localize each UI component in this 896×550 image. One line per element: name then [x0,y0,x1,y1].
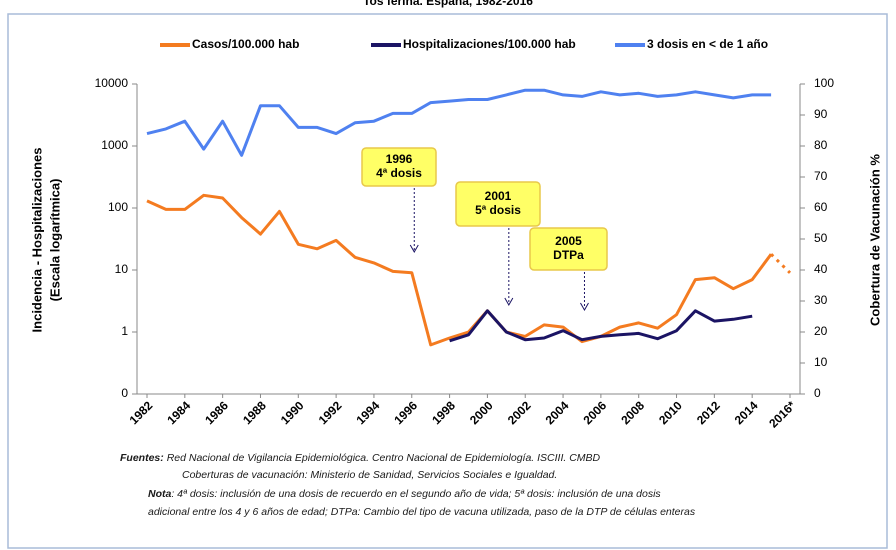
annotation-text: 4ª dosis [376,166,422,180]
footer-text: Nota: 4ª dosis: inclusión de una dosis d… [148,488,661,500]
frame [7,13,888,549]
y2-tick-label: 10 [814,355,828,369]
y2-tick-label: 0 [814,386,821,400]
series-line [146,88,772,157]
y2-tick-label: 60 [814,200,828,214]
y2-tick-label: 30 [814,293,828,307]
y2-tick-label: 80 [814,138,828,152]
legend-label: Hospitalizaciones/100.000 hab [403,37,576,51]
note: : 4ª dosis: inclusión de una dosis de re… [171,488,661,500]
y-tick-label: 10000 [95,76,129,90]
series-line [449,309,753,343]
annotation-arrowhead [580,302,589,312]
footer-text: Fuentes: Red Nacional de Vigilancia Epid… [120,452,601,464]
y2-axis-label: Cobertura de Vacunación % [867,154,882,326]
annotation-text: DTPa [553,248,584,262]
y-axis-label: (Escala logarítmica) [47,179,62,302]
y2-tick-label: 20 [814,324,828,338]
y2-tick-label: 100 [814,76,834,90]
annotation-box [455,181,541,227]
sources-label: Fuentes: [120,452,164,464]
note-label: Nota [148,488,171,500]
y-tick-label: 1000 [101,138,128,152]
legend-label: Casos/100.000 hab [192,37,299,51]
annotation-box [361,147,437,187]
note: adicional entre los 4 y 6 años de edad; … [148,506,696,518]
annotation-box [529,227,608,271]
annotation-text: 2005 [555,234,582,248]
annotation-arrowhead [504,297,514,307]
sources: Coberturas de vacunación: Ministerio de … [182,469,557,481]
chart-title: Tos ferina. España, 1982-2016 [363,0,533,8]
y-tick-label: 100 [108,200,128,214]
series-line [146,193,773,347]
y2-tick-label: 50 [814,231,828,245]
annotation-arrowhead [409,244,419,254]
annotation-text: 2001 [485,189,512,203]
legend-label: 3 dosis en < de 1 año [647,37,768,51]
annotation-text: 5ª dosis [475,203,521,217]
y-tick-label: 10 [115,262,129,276]
annotation-text: 1996 [386,152,413,166]
y-tick-label: 0 [121,386,128,400]
y2-tick-label: 90 [814,107,828,121]
sources: Red Nacional de Vigilancia Epidemiológic… [167,452,601,464]
y2-tick-label: 40 [814,262,828,276]
y-tick-label: 1 [121,324,128,338]
y-axis-label: Incidencia - Hospitalizaciones [29,148,44,333]
y2-tick-label: 70 [814,169,828,183]
